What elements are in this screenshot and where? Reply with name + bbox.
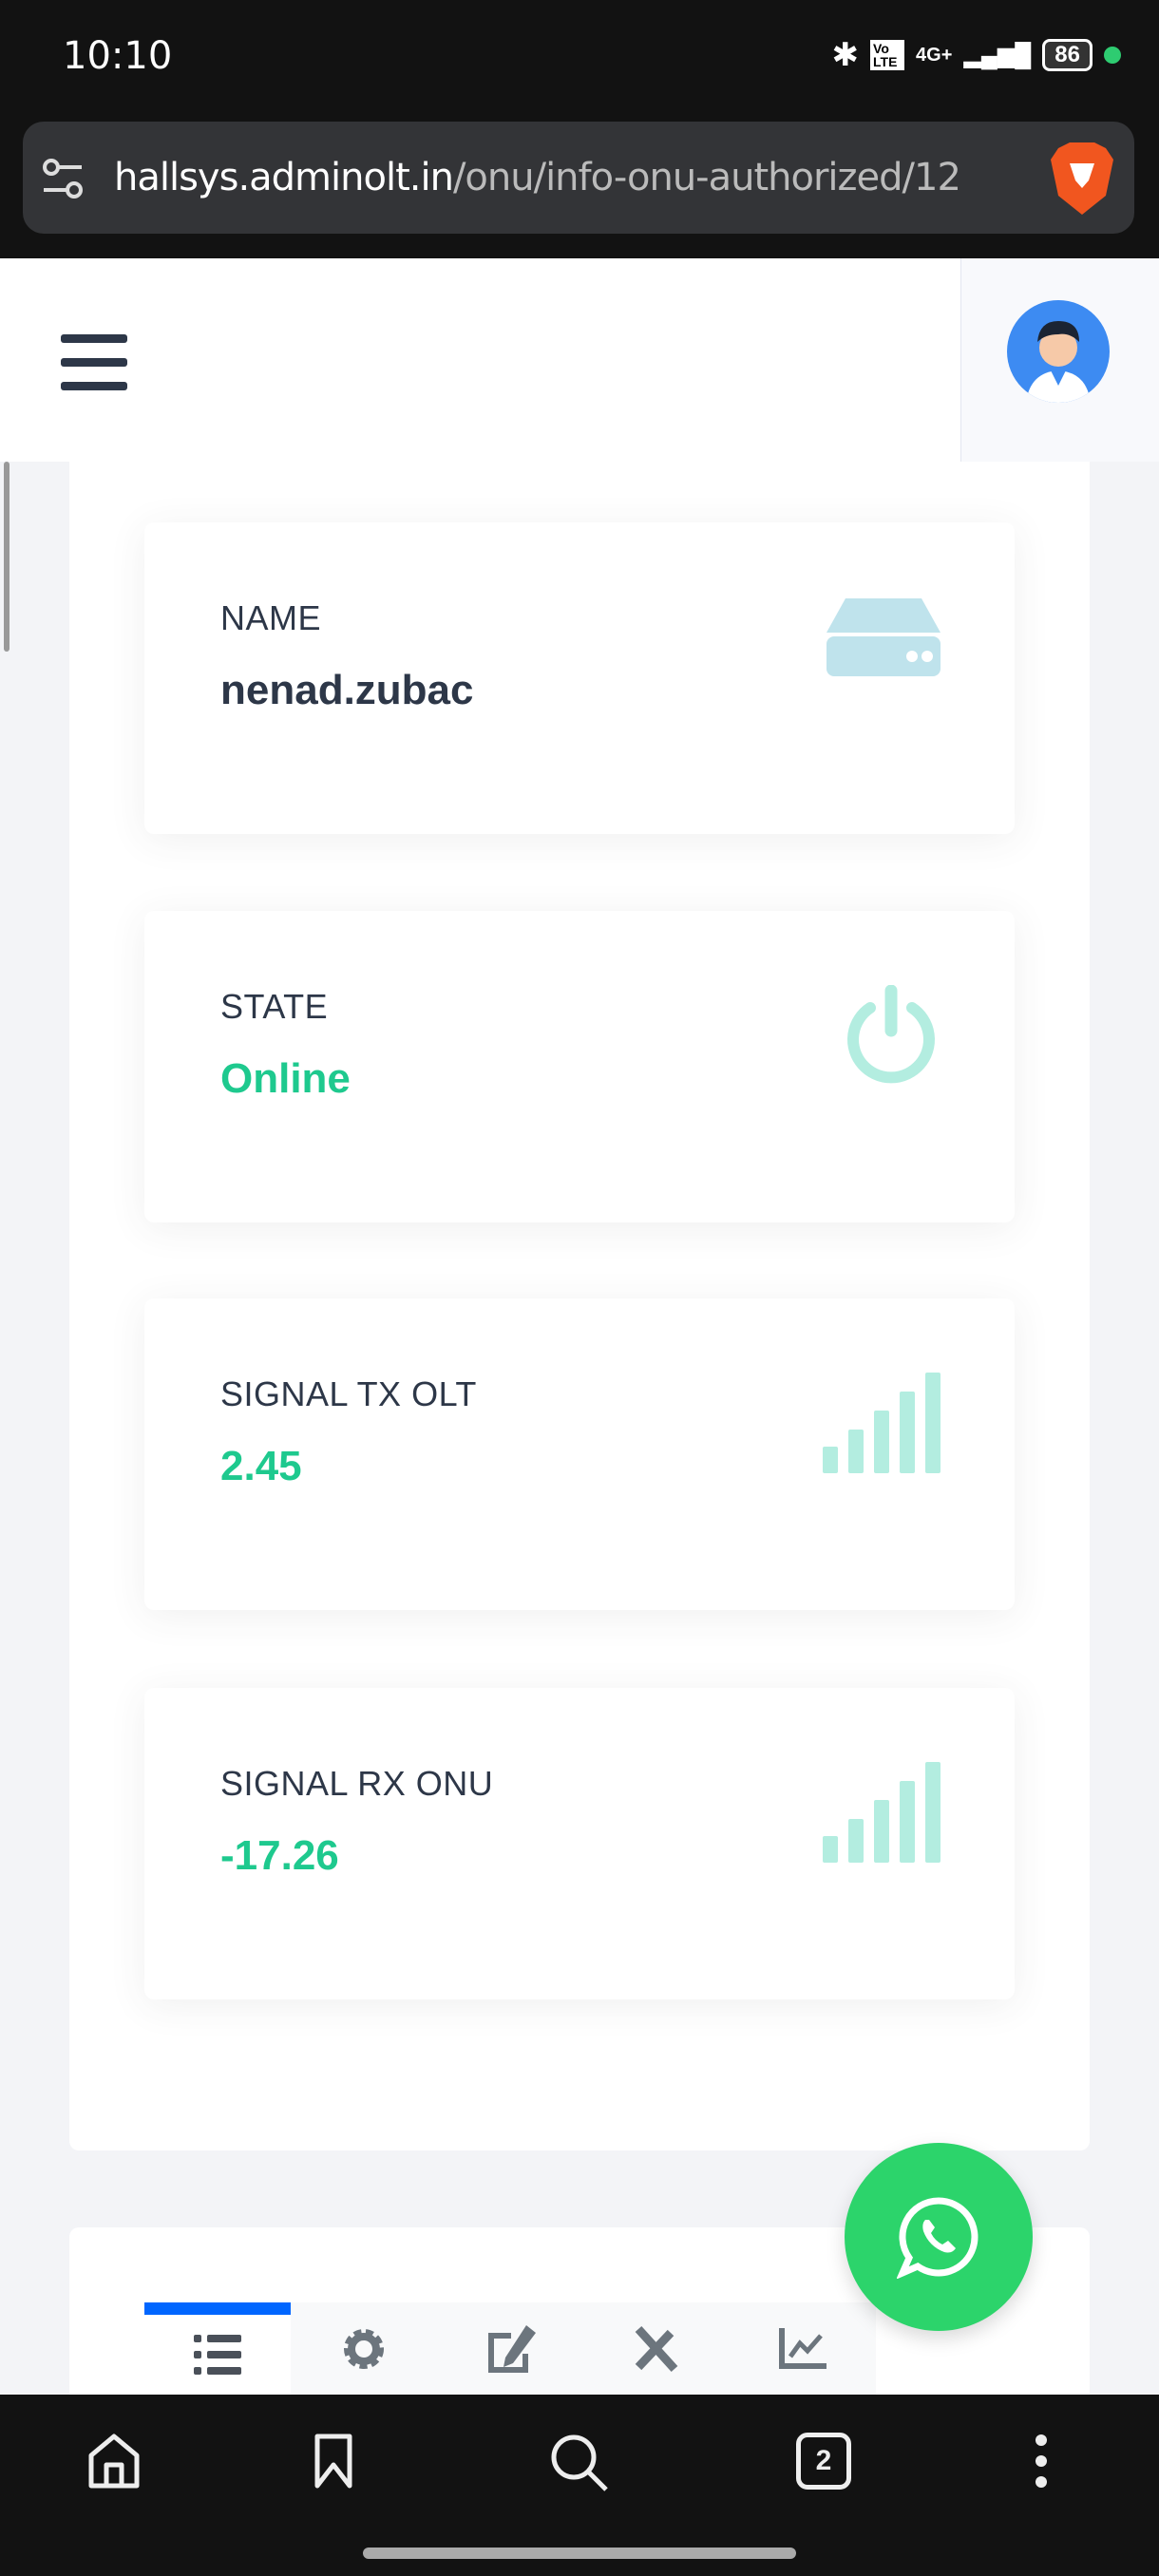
avatar[interactable]	[1007, 300, 1110, 403]
info-card-name: NAME nenad.zubac	[144, 522, 1015, 834]
card-label: SIGNAL TX OLT	[220, 1374, 477, 1413]
status-time: 10:10	[63, 34, 173, 78]
signal-icon: ▂▄▆█	[963, 42, 1032, 68]
status-bar: 10:10 ✱ Vo LTE 4G+ ▂▄▆█ 86 hallsys.admin…	[0, 0, 1159, 258]
info-card-signal-tx-olt: SIGNAL TX OLT 2.45	[144, 1298, 1015, 1610]
tab-info[interactable]	[144, 2302, 291, 2395]
status-icons: ✱ Vo LTE 4G+ ▂▄▆█ 86	[832, 36, 1121, 74]
whatsapp-icon	[897, 2197, 978, 2279]
hamburger-menu-icon[interactable]	[61, 334, 127, 406]
gear-icon	[344, 2328, 384, 2369]
more-options-icon[interactable]	[1032, 2433, 1051, 2490]
site-settings-icon[interactable]	[42, 158, 84, 199]
edit-icon	[488, 2324, 536, 2373]
url-text[interactable]: hallsys.adminolt.in/onu/info-onu-authori…	[114, 156, 1026, 199]
tab-settings[interactable]	[291, 2302, 437, 2395]
battery-icon: 86	[1042, 39, 1092, 71]
power-icon	[847, 985, 935, 1084]
browser-bottom-nav: 2	[0, 2395, 1159, 2576]
scrollbar[interactable]	[4, 462, 10, 652]
brave-lion-icon[interactable]	[1051, 142, 1113, 215]
info-card-signal-rx-onu: SIGNAL RX ONU -17.26	[144, 1688, 1015, 1999]
whatsapp-button[interactable]	[845, 2143, 1033, 2331]
card-label: NAME	[220, 598, 322, 637]
url-host: hallsys.adminolt.in	[114, 156, 454, 199]
chart-line-icon	[779, 2327, 826, 2369]
privacy-indicator-dot	[1104, 47, 1121, 64]
home-icon[interactable]	[87, 2433, 141, 2490]
tab-bar	[144, 2302, 876, 2395]
card-value: Online	[220, 1055, 351, 1102]
info-card-state: STATE Online	[144, 911, 1015, 1222]
tab-edit[interactable]	[437, 2302, 583, 2395]
tools-icon	[635, 2325, 678, 2372]
card-label: STATE	[220, 987, 329, 1026]
signal-icon	[823, 1762, 940, 1863]
tabs-count-button[interactable]: 2	[796, 2433, 851, 2490]
network-type: 4G+	[916, 44, 953, 66]
url-bar[interactable]: hallsys.adminolt.in/onu/info-onu-authori…	[23, 122, 1134, 234]
gesture-home-bar[interactable]	[363, 2548, 796, 2559]
list-icon	[194, 2335, 241, 2375]
server-icon	[826, 598, 940, 676]
bluetooth-icon: ✱	[831, 37, 860, 73]
card-value: -17.26	[220, 1832, 339, 1879]
card-value: 2.45	[220, 1443, 302, 1489]
signal-icon	[823, 1373, 940, 1473]
url-path: /onu/info-onu-authorized/12	[452, 156, 961, 199]
card-value: nenad.zubac	[220, 667, 474, 713]
bookmark-icon[interactable]	[314, 2433, 353, 2490]
tab-tools[interactable]	[583, 2302, 730, 2395]
card-label: SIGNAL RX ONU	[220, 1764, 494, 1803]
volte-icon: Vo LTE	[870, 40, 905, 70]
tab-graphs[interactable]	[730, 2302, 876, 2395]
search-icon[interactable]	[549, 2433, 610, 2493]
